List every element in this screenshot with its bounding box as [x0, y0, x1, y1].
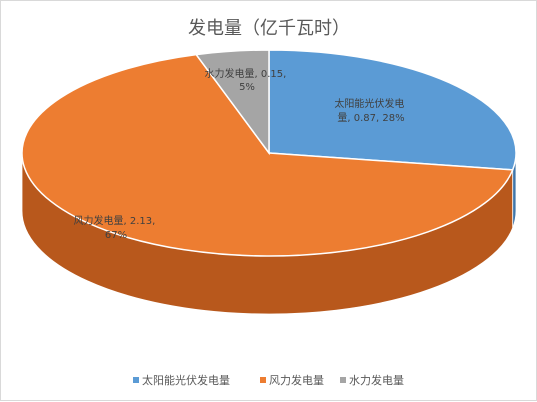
legend: 太阳能光伏发电量 风力发电量 水力发电量 [133, 373, 404, 387]
pie-slice-wind [21, 53, 514, 257]
legend-label-solar: 太阳能光伏发电量 [142, 373, 230, 387]
legend-swatch-solar [133, 377, 139, 383]
chart-title: 发电量（亿千瓦时） [188, 18, 350, 39]
pie-tops [21, 49, 517, 257]
pie-slice-solar [268, 49, 517, 171]
data-label-solar: 太阳能光伏发电 量, 0.87, 28% [334, 97, 407, 124]
legend-swatch-wind [260, 377, 266, 383]
data-label-wind: 风力发电量, 2.13, 67% [74, 214, 159, 241]
legend-label-wind: 风力发电量 [269, 373, 324, 387]
data-label-hydro: 水力发电量, 0.15, 5% [205, 67, 290, 93]
legend-label-hydro: 水力发电量 [349, 373, 404, 387]
legend-swatch-hydro [340, 377, 346, 383]
pie-slice-hydro [194, 49, 270, 156]
data-labels: 太阳能光伏发电 量, 0.87, 28% 风力发电量, 2.13, 67% 水力… [74, 67, 407, 241]
